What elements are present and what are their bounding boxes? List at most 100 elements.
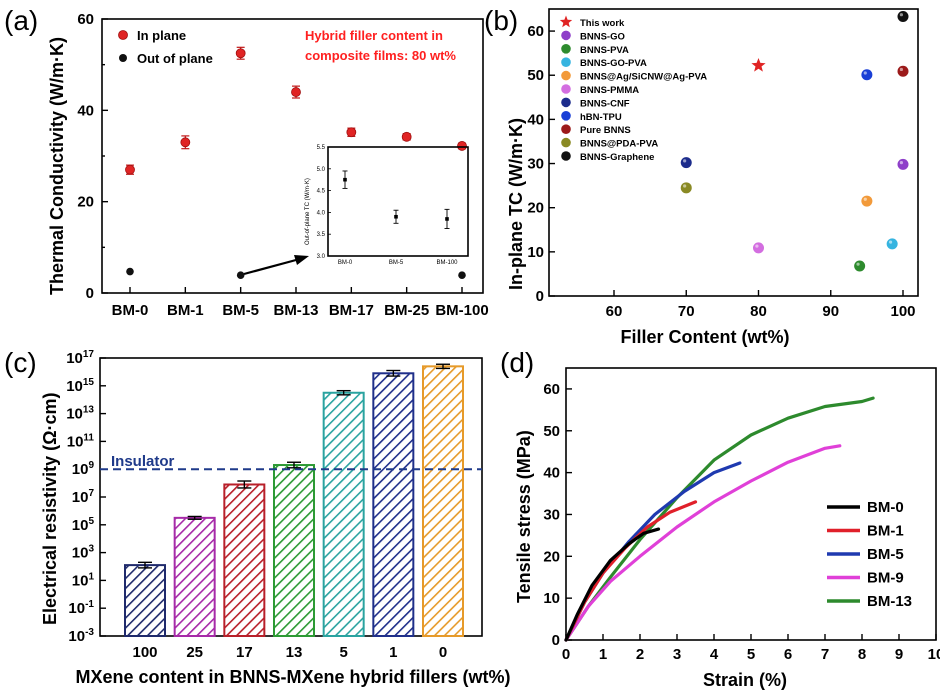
x-tick-label: 10: [928, 646, 940, 663]
y-tick-label: 0: [536, 288, 544, 305]
x-tick-label: 60: [606, 303, 623, 320]
y-tick-label: 1013: [66, 405, 94, 423]
panel-c: (c) MXene content in BNNS-MXene hybrid f…: [4, 347, 511, 687]
legend-label: BM-9: [867, 570, 904, 587]
point: [753, 242, 764, 254]
y-tick-label: 60: [527, 23, 544, 40]
legend-marker: [561, 111, 571, 121]
point: [897, 158, 909, 170]
y-tick-label: 10: [543, 590, 560, 607]
legend-out-of-plane: Out of plane: [137, 51, 213, 66]
panel-a-ylabel: Thermal Conductivity (W/m·K): [47, 37, 67, 295]
y-tick-label: 20: [527, 200, 544, 217]
panel-b-label: (b): [484, 5, 518, 36]
point-in-plane: [457, 141, 467, 151]
y-tick-label: 1017: [66, 349, 94, 367]
x-tick-label: 5: [747, 646, 755, 663]
legend-marker: [561, 84, 571, 94]
x-tick-label: BM-100: [435, 302, 488, 319]
panel-d-ylabel: Tensile stress (MPa): [514, 430, 534, 603]
point-highlight: [899, 13, 904, 17]
inset-point: [445, 217, 449, 221]
point-in-plane: [235, 48, 246, 59]
x-tick-label: BM-1: [167, 302, 204, 319]
series-line: [564, 396, 875, 642]
x-tick-label: 7: [821, 646, 829, 663]
y-tick-label: 1015: [66, 377, 94, 395]
inset-x-tick-label: BM-5: [389, 260, 404, 266]
y-tick-label: 103: [72, 544, 95, 562]
y-tick-label: 1011: [67, 432, 95, 450]
x-tick-label: 9: [895, 646, 903, 663]
point-star: [751, 58, 766, 72]
x-tick-label: 2: [636, 646, 644, 663]
legend-marker: [561, 151, 571, 161]
y-tick-label: 10: [527, 244, 544, 261]
x-tick-label: 80: [750, 303, 767, 320]
x-tick-label: 70: [678, 303, 695, 320]
x-tick-label: BM-0: [112, 302, 149, 319]
bar: [173, 516, 216, 637]
plot-frame: [548, 8, 919, 297]
inset-y-tick-label: 3.0: [317, 254, 326, 260]
point-highlight: [899, 67, 904, 72]
y-tick-label: 20: [543, 548, 560, 565]
legend-marker: [561, 97, 571, 108]
y-tick-label: 40: [527, 111, 544, 128]
point: [897, 11, 909, 23]
series-line: [564, 500, 698, 642]
legend-label: BM-0: [867, 499, 904, 516]
y-tick-label: 30: [527, 156, 544, 173]
panel-b-ylabel: In-plane TC (W/m·K): [506, 118, 526, 290]
legend-label: hBN-TPU: [580, 112, 622, 123]
point-highlight: [683, 184, 687, 188]
legend-label: BNNS@Ag/SiCNW@Ag-PVA: [580, 72, 707, 83]
panel-a-ticks: 0 20 40 60 BM-0 BM-1 BM-5 BM-13 BM-17 BM-25 BM-100: [77, 11, 488, 319]
legend-star-marker: [559, 15, 573, 28]
x-tick-label: 3: [673, 646, 681, 663]
legend-marker-in-plane: [118, 30, 128, 40]
panel-c-xlabel: MXene content in BNNS-MXene hybrid fille…: [75, 667, 510, 687]
legend-label: BNNS-PVA: [580, 45, 629, 56]
annotation-line-1: Hybrid filler content in: [305, 28, 443, 43]
panel-d-marks: [564, 396, 875, 642]
x-tick-label: BM-25: [384, 302, 429, 319]
point-out-of-plane: [126, 267, 134, 276]
panel-b-xlabel: Filler Content (wt%): [621, 327, 790, 347]
inset-point: [394, 214, 398, 219]
annotation-line-2: composite films: 80 wt%: [305, 48, 456, 63]
point-highlight: [863, 197, 867, 201]
y-tick-label: 30: [543, 506, 560, 523]
point: [861, 69, 873, 81]
x-tick-label: 1: [389, 644, 397, 661]
y-tick-label: 10-1: [68, 599, 94, 617]
point-highlight: [863, 71, 867, 75]
point-in-plane: [125, 164, 135, 175]
inset-point: [343, 177, 347, 182]
inset-ylabel: Out-of-plane TC (W/m·K): [305, 178, 311, 245]
legend-label: BNNS-PMMA: [580, 85, 639, 96]
legend-label: BNNS-Graphene: [580, 152, 654, 163]
panel-a-legend: In plane Out of plane: [118, 28, 213, 66]
legend-label: BM-13: [867, 593, 912, 610]
panel-c-label: (c): [4, 347, 37, 378]
y-tick-label: 20: [77, 194, 94, 211]
y-tick-label: 101: [72, 571, 95, 589]
y-tick-label: 105: [72, 516, 95, 534]
point-in-plane: [180, 137, 191, 148]
point-in-plane: [291, 87, 301, 97]
y-tick-label: 40: [543, 465, 560, 482]
legend-marker: [561, 44, 571, 54]
x-tick-label: 0: [562, 646, 570, 663]
y-tick-label: 10-3: [68, 627, 94, 645]
panel-b-legend: This work BNNS-GO BNNS-PVA BNNS-GO-PVA BNNS@…: [559, 15, 707, 163]
legend-label: BNNS@PDA-PVA: [580, 139, 658, 150]
legend-label: This work: [580, 18, 625, 29]
y-tick-label: 107: [72, 488, 95, 506]
point-out-of-plane: [236, 271, 245, 279]
x-tick-label: 25: [186, 644, 203, 661]
point-out-of-plane: [458, 271, 466, 279]
point-highlight: [856, 262, 860, 266]
x-tick-label: 17: [236, 644, 253, 661]
